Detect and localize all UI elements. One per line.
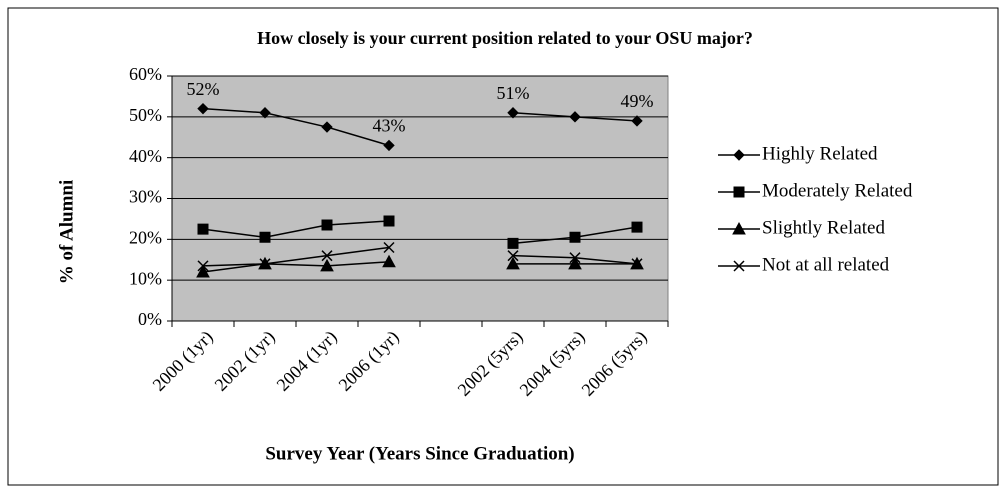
marker	[259, 231, 271, 243]
marker	[320, 258, 334, 272]
marker	[383, 215, 395, 227]
marker	[569, 111, 581, 123]
marker	[733, 186, 745, 198]
marker	[568, 256, 582, 270]
y-tick-label: 10%	[129, 268, 162, 288]
marker	[382, 254, 396, 268]
legend-label: Highly Related	[762, 143, 878, 164]
marker	[197, 223, 209, 235]
legend-label: Not at all related	[762, 254, 890, 275]
marker	[507, 107, 519, 119]
marker	[196, 264, 210, 278]
y-tick-label: 50%	[129, 105, 162, 125]
y-tick-label: 20%	[129, 227, 162, 247]
legend-label: Slightly Related	[762, 217, 885, 238]
marker	[631, 221, 643, 233]
marker	[259, 107, 271, 119]
marker	[732, 221, 746, 235]
marker	[569, 252, 581, 264]
y-tick-label: 40%	[129, 146, 162, 166]
marker	[733, 260, 745, 272]
data-label: 52%	[187, 79, 220, 99]
legend-label: Moderately Related	[762, 180, 913, 201]
chart-title: How closely is your current position rel…	[257, 28, 753, 48]
y-tick-label: 30%	[129, 187, 162, 207]
data-label: 51%	[497, 83, 530, 103]
data-label: 43%	[373, 116, 406, 136]
marker	[321, 250, 333, 262]
marker	[383, 241, 395, 254]
marker	[631, 115, 643, 127]
marker	[321, 219, 333, 231]
marker	[507, 237, 519, 249]
x-axis-label: Survey Year (Years Since Graduation)	[265, 443, 574, 464]
y-tick-label: 60%	[129, 64, 162, 84]
marker	[506, 256, 520, 270]
marker	[383, 139, 395, 152]
marker	[569, 231, 581, 243]
marker	[259, 258, 271, 270]
y-tick-label: 0%	[138, 309, 162, 329]
marker	[631, 258, 643, 270]
data-label: 49%	[621, 91, 654, 111]
marker	[733, 149, 745, 161]
marker	[507, 250, 519, 262]
marker	[197, 260, 209, 272]
y-axis-label: % of Alumni	[56, 180, 77, 285]
marker	[197, 102, 209, 115]
marker	[321, 121, 333, 133]
